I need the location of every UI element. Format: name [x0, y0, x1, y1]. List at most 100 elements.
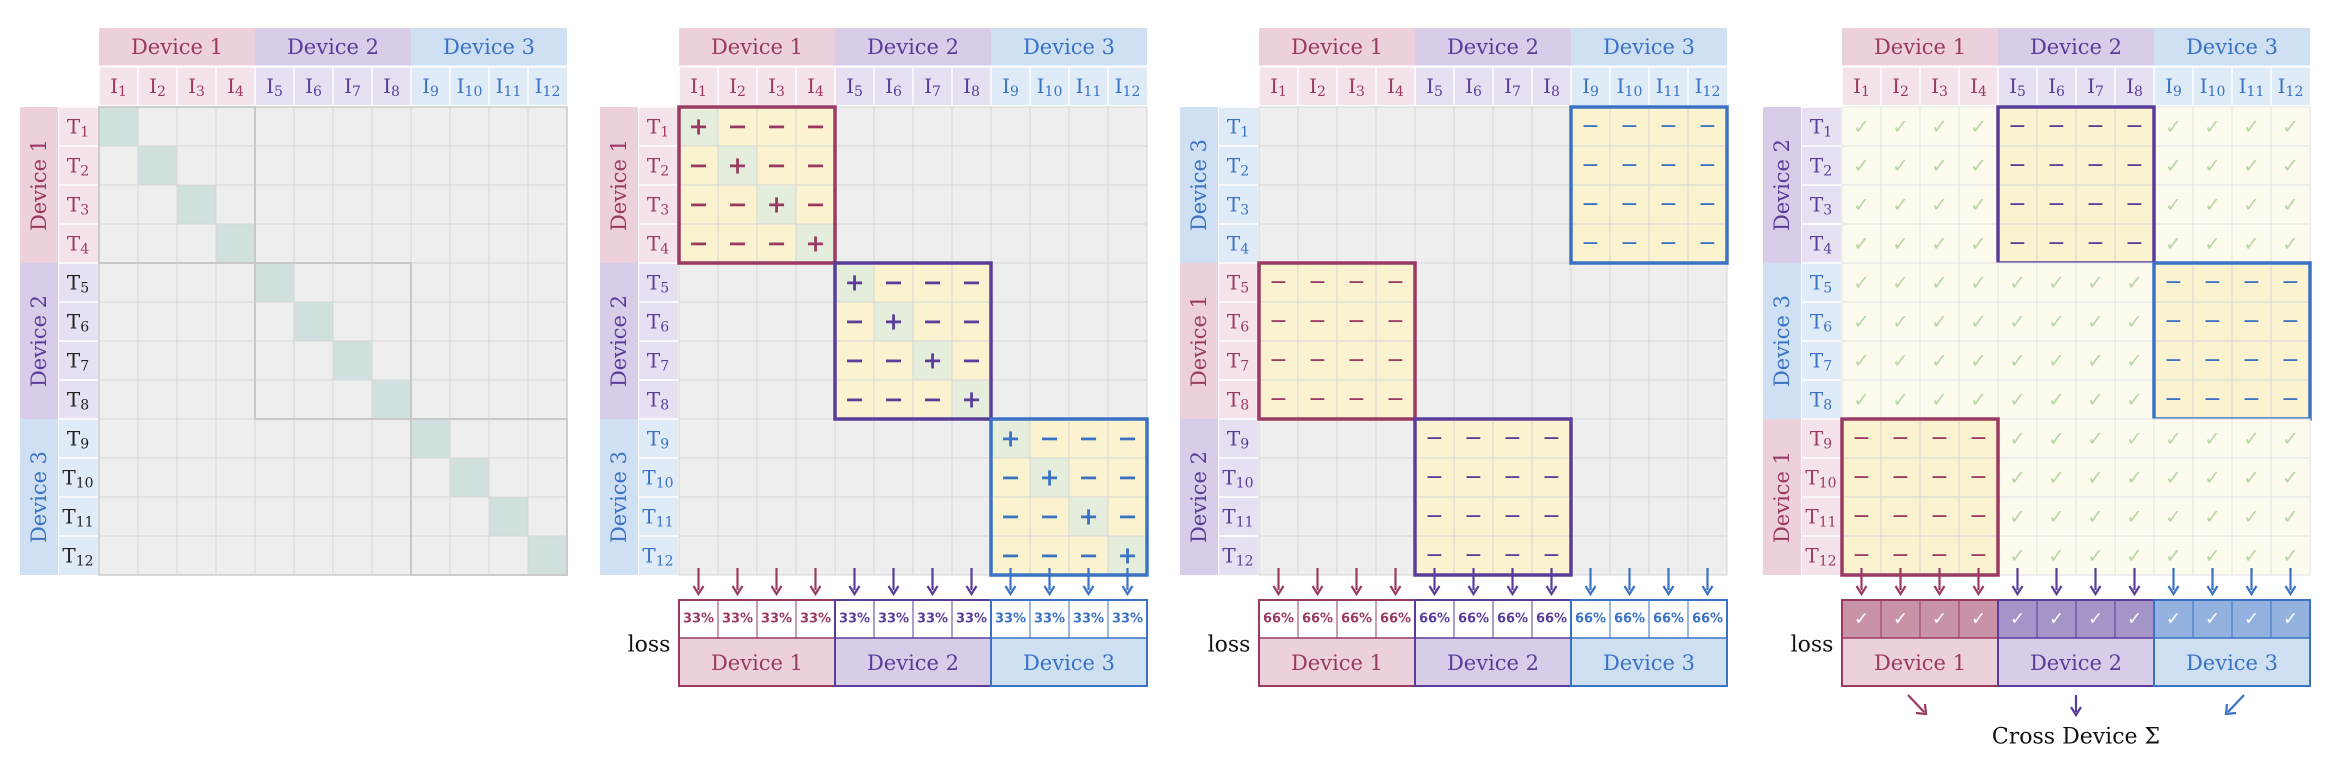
grid-cell: [410, 106, 451, 147]
grid-cell: [1107, 145, 1148, 186]
loss-cell: [2231, 599, 2272, 639]
grid-cell: [98, 457, 139, 498]
top-device-label: Device 3: [1603, 35, 1695, 59]
side-device-header: [1763, 419, 1801, 575]
text-label: T8: [1227, 388, 1249, 414]
grid-cell: [1107, 496, 1148, 537]
loss-value: 33%: [1034, 612, 1065, 627]
grid-cell: [1687, 379, 1728, 420]
grid-cell: [176, 145, 217, 186]
grid-cell: [1531, 379, 1572, 420]
check-mark: ✓: [2009, 466, 2026, 490]
side-device-label: Device 3: [1770, 295, 1794, 387]
top-device-header: [991, 28, 1147, 66]
checked-cell: [1958, 340, 1999, 381]
image-label: I3: [1348, 74, 1365, 100]
check-mark: ✓: [2204, 544, 2221, 568]
image-label: I10: [1037, 74, 1063, 100]
negative-cell: [1492, 496, 1533, 537]
negative-mark: −: [1542, 504, 1560, 529]
converge-arrow-head: [1915, 703, 1928, 716]
grid-cell: [1531, 262, 1572, 303]
negative-mark: −: [1852, 543, 1870, 568]
loss-value: 33%: [917, 612, 948, 627]
grid-cell: [834, 457, 875, 498]
grid-cell: [795, 496, 836, 537]
grid-cell: [98, 223, 139, 264]
down-arrow-head: [1506, 585, 1519, 597]
grid-cell: [1375, 418, 1416, 459]
negative-mark: −: [1581, 192, 1599, 217]
negative-cell: [2270, 340, 2311, 381]
check-mark: ✓: [2165, 115, 2182, 139]
grid-cell: [371, 496, 412, 537]
check-mark: ✓: [1853, 154, 1870, 178]
grid-cell: [1453, 223, 1494, 264]
loss-cell: [2114, 599, 2155, 639]
loss-cell: [1609, 599, 1650, 639]
grid-cell: [1297, 223, 1338, 264]
negative-mark: −: [2203, 270, 2221, 295]
grid-cell: [293, 496, 334, 537]
check-mark: ✓: [2165, 427, 2182, 451]
check-mark: ✓: [2243, 427, 2260, 451]
grid-cell: [293, 340, 334, 381]
negative-mark: −: [1078, 464, 1098, 492]
negative-cell: [1531, 496, 1572, 537]
check-mark: ✓: [2204, 505, 2221, 529]
check-mark: ✓: [2126, 271, 2143, 295]
loss-value: ✓: [2010, 609, 2025, 630]
grid-cell: [215, 496, 256, 537]
down-arrow-head: [731, 585, 744, 597]
text-label: T9: [647, 427, 669, 453]
negative-mark: −: [1000, 464, 1020, 492]
grid-cell: [1453, 262, 1494, 303]
positive-cell: [756, 184, 797, 225]
grid-cell: [1336, 418, 1377, 459]
text-label: T6: [67, 310, 89, 336]
loss-value: 66%: [1341, 612, 1372, 627]
grid-cell: [527, 106, 568, 147]
grid-cell: [873, 379, 914, 420]
grid-cell: [1648, 262, 1689, 303]
negative-mark: −: [1347, 348, 1365, 373]
check-mark: ✓: [2282, 154, 2299, 178]
negative-cell: [1609, 184, 1650, 225]
side-device-label: Device 3: [27, 451, 51, 543]
grid-cell: [254, 223, 295, 264]
grid-cell: [1492, 184, 1533, 225]
grid-cell: [332, 379, 373, 420]
grid-cell: [756, 340, 797, 381]
grid-cell: [1068, 145, 1109, 186]
grid-cell: [488, 301, 529, 342]
down-arrow-head: [1272, 585, 1285, 597]
image-label: I10: [457, 74, 483, 100]
image-label: I6: [885, 74, 902, 100]
check-mark: ✓: [1892, 349, 1909, 373]
grid-cell: [488, 223, 529, 264]
negative-mark: −: [1503, 426, 1521, 451]
panel-2: Device 1 Device 2 Device 3 I1 I2 I3 I4 I5 I6 I7 I8…: [600, 28, 1149, 687]
loss-device-box: [1414, 637, 1572, 687]
positive-cell: [1029, 457, 1070, 498]
grid-cell: [98, 340, 139, 381]
grid-cell: [1531, 223, 1572, 264]
top-device-header: [835, 28, 991, 66]
side-device-header: [1763, 107, 1801, 263]
panel-3: Device 1 Device 2 Device 3 I1 I2 I3 I4 I5 I6 I7 I8…: [1180, 28, 1729, 687]
down-arrow-head: [692, 585, 705, 597]
grid-cell: [332, 223, 373, 264]
grid-cell: [527, 379, 568, 420]
grid-cell: [1609, 496, 1650, 537]
negative-mark: −: [1852, 465, 1870, 490]
negative-cell: [1880, 496, 1921, 537]
grid-cell: [912, 496, 953, 537]
positive-cell: [912, 340, 953, 381]
negative-mark: −: [1542, 426, 1560, 451]
loss-cell: [1068, 599, 1109, 639]
grid-cell: [371, 145, 412, 186]
grid-cell: [293, 223, 334, 264]
image-label: I4: [1387, 74, 1404, 100]
negative-mark: −: [1969, 543, 1987, 568]
grid-cell: [137, 379, 178, 420]
